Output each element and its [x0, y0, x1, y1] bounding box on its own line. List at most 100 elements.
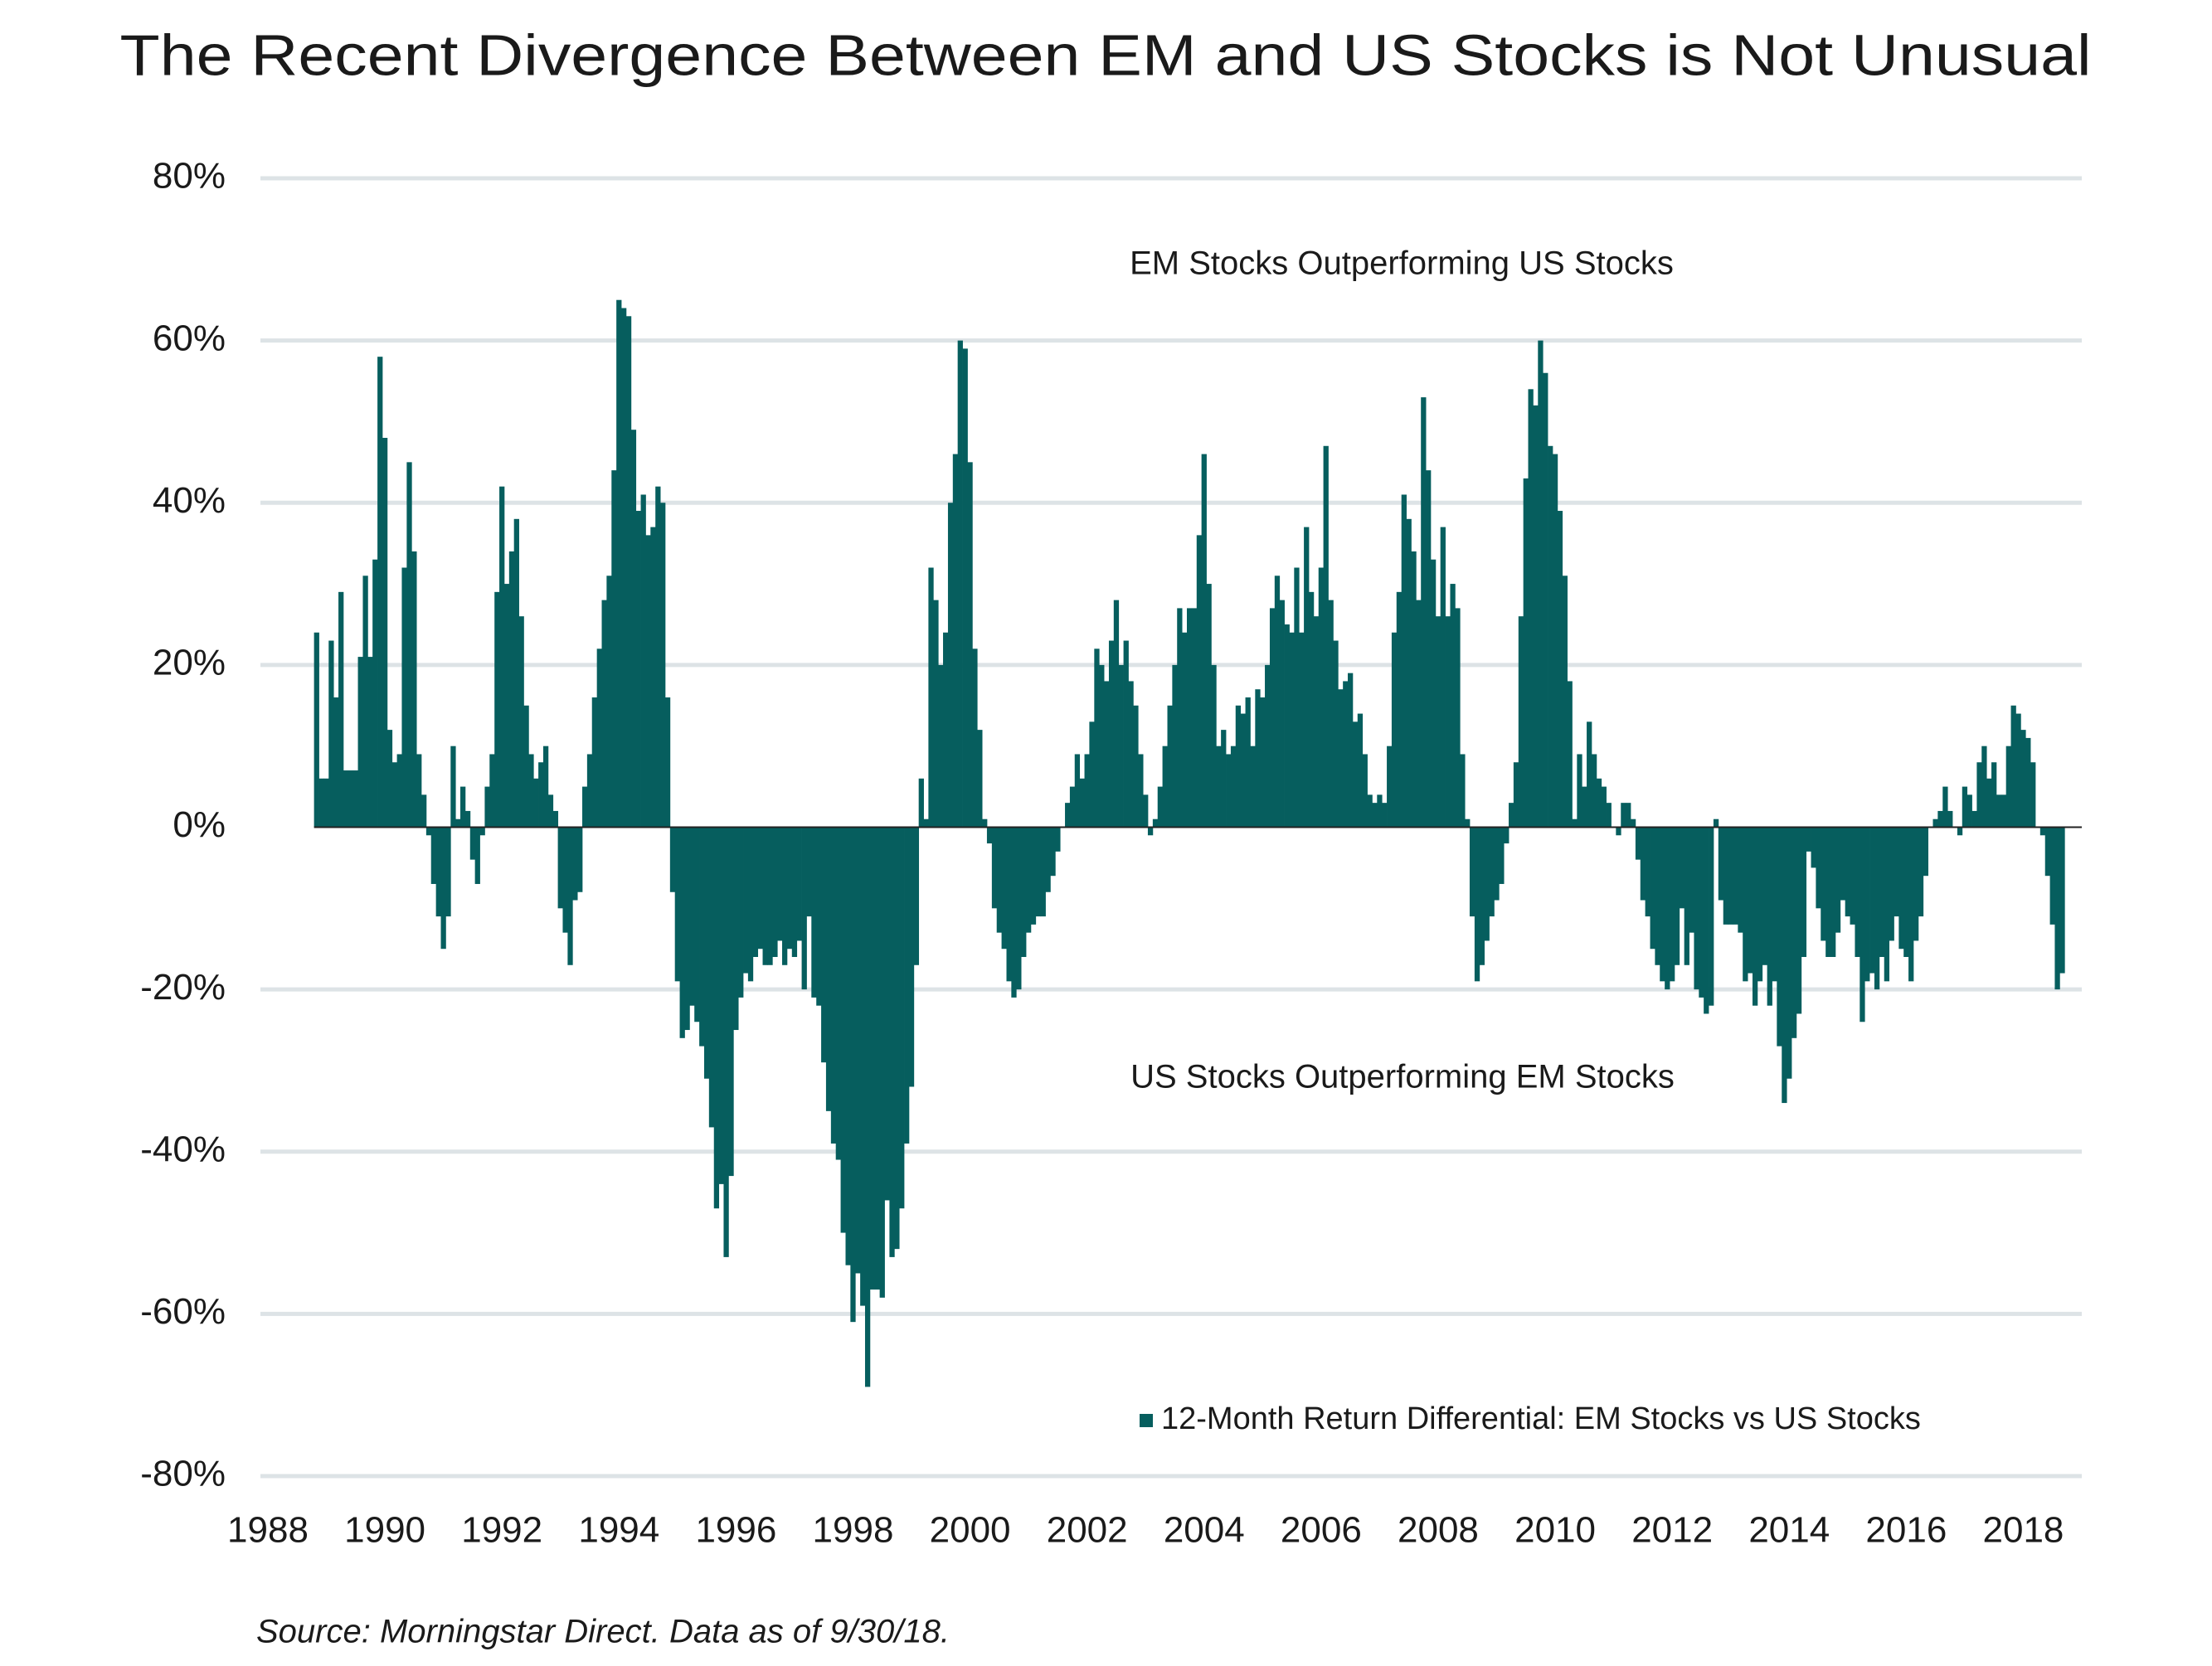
bar: [1240, 713, 1246, 828]
bar: [1670, 827, 1675, 982]
y-tick-label: 40%: [153, 480, 226, 521]
bar: [1021, 827, 1027, 957]
bar: [1323, 445, 1329, 828]
bar: [1245, 697, 1251, 828]
bar: [1094, 648, 1100, 828]
bar: [1533, 405, 1539, 828]
bar: [455, 818, 461, 828]
bar: [1235, 705, 1242, 828]
bar: [1752, 827, 1758, 1006]
bar: [357, 657, 363, 828]
bar: [1440, 527, 1446, 828]
bar: [469, 827, 476, 860]
bar: [1435, 616, 1441, 828]
bar: [1811, 827, 1816, 868]
bar: [416, 754, 422, 828]
bar: [1981, 746, 1987, 828]
bar: [382, 438, 388, 828]
bar: [1966, 794, 1972, 828]
bar: [2020, 730, 2026, 828]
bar: [2025, 737, 2031, 828]
bar: [1318, 567, 1325, 828]
bar: [1689, 827, 1694, 933]
bar: [440, 827, 446, 950]
bar: [699, 827, 705, 1047]
annotation: EM Stocks Outperforming US Stocks: [1130, 245, 1674, 282]
bar: [1348, 673, 1354, 828]
bar: [986, 827, 993, 844]
bar: [386, 730, 393, 828]
bar: [923, 818, 929, 828]
bar: [996, 827, 1002, 933]
bar: [1552, 454, 1558, 828]
bar: [1372, 803, 1378, 828]
bar: [445, 827, 451, 917]
bar: [1635, 827, 1641, 860]
bar: [1830, 827, 1836, 957]
bar: [791, 827, 798, 957]
bar: [943, 632, 949, 828]
bar: [1079, 778, 1085, 828]
bar: [1445, 616, 1451, 828]
bar: [1308, 591, 1315, 828]
bar: [713, 827, 720, 1209]
bar: [1123, 640, 1129, 828]
bar: [991, 827, 998, 909]
bar: [1113, 600, 1120, 828]
bar: [1796, 827, 1802, 1014]
x-tick-label: 2012: [1631, 1510, 1713, 1551]
bar: [2044, 827, 2051, 877]
bar: [499, 486, 505, 828]
bar: [1269, 608, 1276, 828]
bar: [669, 827, 676, 892]
bar: [314, 632, 319, 828]
bar: [689, 827, 695, 1006]
bar: [977, 730, 983, 828]
bar: [630, 430, 637, 828]
bar: [1352, 721, 1359, 828]
bar: [1767, 827, 1772, 1006]
y-tick-label: -80%: [140, 1454, 226, 1494]
bar: [362, 576, 368, 828]
bar: [1694, 827, 1699, 990]
bar: [1762, 827, 1767, 965]
bar: [1069, 786, 1076, 828]
bar: [474, 827, 480, 884]
bar: [723, 827, 729, 1257]
bar: [830, 827, 837, 1144]
bar: [1903, 827, 1909, 957]
y-tick-label: 0%: [173, 804, 226, 845]
bar: [1932, 818, 1938, 828]
bar: [1104, 681, 1110, 828]
bar: [1845, 827, 1850, 917]
x-tick-label: 1994: [578, 1510, 659, 1551]
bar: [1874, 827, 1880, 990]
bar: [1182, 632, 1188, 828]
bar: [377, 357, 383, 828]
x-tick-label: 2004: [1164, 1510, 1245, 1551]
bar: [479, 827, 485, 836]
bar: [1260, 697, 1266, 828]
bar: [547, 794, 554, 828]
bar: [1630, 818, 1636, 828]
bar: [1147, 827, 1154, 836]
bar: [1333, 640, 1339, 828]
bar: [1196, 535, 1203, 828]
bar: [1923, 827, 1928, 877]
bar: [557, 827, 563, 909]
bar: [421, 794, 427, 828]
x-tick-label: 2002: [1047, 1510, 1128, 1551]
bar: [1265, 664, 1271, 828]
bar: [845, 827, 851, 1265]
bar: [1455, 608, 1461, 828]
y-tick-label: 80%: [153, 156, 226, 197]
bar: [523, 705, 529, 828]
bar: [879, 827, 885, 1298]
bar: [1976, 762, 1982, 828]
bar: [2039, 827, 2046, 836]
bar: [1201, 454, 1207, 828]
bar: [1738, 827, 1743, 933]
bar: [635, 511, 641, 828]
bar: [1640, 827, 1646, 901]
y-tick-label: -60%: [140, 1291, 226, 1332]
